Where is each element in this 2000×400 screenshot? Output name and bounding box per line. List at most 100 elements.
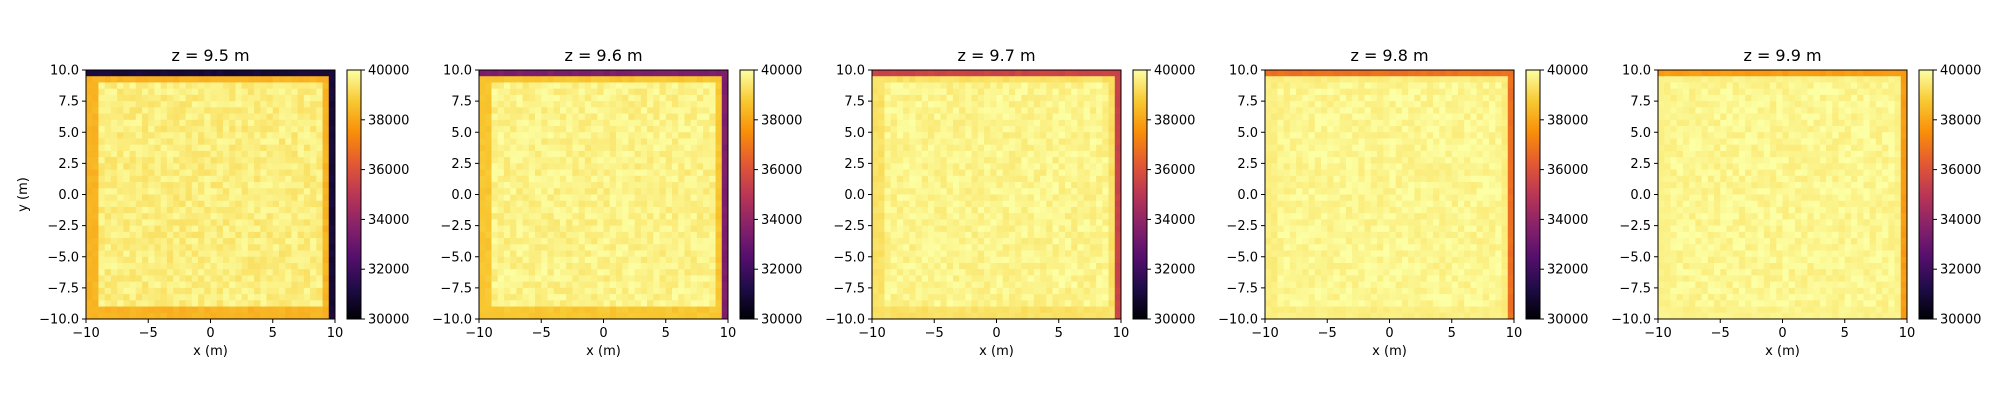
heatmap-cell bbox=[479, 238, 486, 245]
heatmap-cell bbox=[179, 294, 187, 301]
heatmap-cell bbox=[1027, 76, 1035, 83]
heatmap-cell bbox=[591, 231, 598, 239]
heatmap-cell bbox=[198, 300, 205, 307]
heatmap-cell bbox=[98, 287, 106, 295]
heatmap-cell bbox=[328, 70, 336, 77]
heatmap-cell bbox=[878, 244, 885, 251]
heatmap-cell bbox=[915, 138, 923, 146]
heatmap-cell bbox=[297, 238, 305, 245]
heatmap-cell bbox=[1052, 113, 1060, 121]
heatmap-cell bbox=[185, 126, 193, 133]
heatmap-cell bbox=[310, 312, 317, 320]
heatmap-cell bbox=[996, 294, 1004, 301]
heatmap-cell bbox=[1114, 94, 1122, 102]
heatmap-cell bbox=[647, 206, 654, 214]
heatmap-cell bbox=[1052, 94, 1060, 102]
heatmap-cell bbox=[977, 119, 985, 127]
heatmap-cell bbox=[622, 70, 629, 77]
heatmap-cell bbox=[497, 244, 505, 251]
heatmap-cell bbox=[204, 225, 211, 233]
heatmap-cell bbox=[1052, 256, 1060, 264]
heatmap-cell bbox=[1083, 225, 1091, 233]
heatmap-cell bbox=[285, 169, 292, 177]
heatmap-cell bbox=[909, 294, 916, 301]
heatmap-cell bbox=[210, 206, 218, 214]
heatmap-cell bbox=[977, 256, 985, 264]
y-tick-label: −2.5 bbox=[47, 219, 79, 234]
heatmap-cell bbox=[1002, 262, 1010, 270]
heatmap-cell bbox=[310, 169, 317, 177]
heatmap-cell bbox=[266, 206, 274, 214]
heatmap-cell bbox=[328, 312, 336, 320]
heatmap-cell bbox=[671, 200, 679, 208]
heatmap-cell bbox=[328, 82, 336, 90]
heatmap-cell bbox=[198, 88, 205, 96]
heatmap-cell bbox=[977, 94, 985, 102]
heatmap-cell bbox=[640, 238, 648, 245]
heatmap-cell bbox=[622, 119, 629, 127]
heatmap-cell bbox=[952, 250, 960, 258]
heatmap-cell bbox=[272, 119, 280, 127]
heatmap-cell bbox=[541, 269, 548, 276]
heatmap-cell bbox=[591, 182, 598, 189]
heatmap-cell bbox=[591, 188, 598, 195]
heatmap-cell bbox=[117, 113, 124, 121]
heatmap-cell bbox=[715, 169, 723, 177]
heatmap-cell bbox=[272, 182, 280, 189]
heatmap-cell bbox=[640, 231, 648, 239]
heatmap-cell bbox=[142, 169, 149, 177]
heatmap-cell bbox=[104, 306, 112, 314]
heatmap-cell bbox=[254, 157, 261, 164]
heatmap-cell bbox=[179, 256, 187, 264]
heatmap-cell bbox=[572, 113, 580, 121]
heatmap-cell bbox=[1015, 169, 1022, 177]
heatmap-cell bbox=[316, 107, 323, 114]
heatmap-cell bbox=[191, 76, 199, 83]
heatmap-cell bbox=[1064, 206, 1072, 214]
heatmap-cell bbox=[1002, 269, 1010, 276]
colorbar-tick-label: 32000 bbox=[368, 263, 409, 278]
heatmap-cell bbox=[1015, 194, 1022, 202]
heatmap-cell bbox=[1040, 200, 1047, 208]
heatmap-cell bbox=[634, 94, 642, 102]
heatmap-cell bbox=[123, 306, 130, 314]
heatmap-cell bbox=[485, 244, 492, 251]
heatmap-cell bbox=[1002, 213, 1010, 220]
heatmap-cell bbox=[653, 132, 660, 139]
heatmap-cell bbox=[535, 70, 542, 77]
heatmap-cell bbox=[1064, 138, 1072, 146]
heatmap-cell bbox=[603, 169, 611, 177]
heatmap-cell bbox=[191, 250, 199, 258]
heatmap-cell bbox=[609, 144, 617, 152]
heatmap-cell bbox=[965, 88, 973, 96]
heatmap-cell bbox=[1052, 107, 1060, 114]
heatmap-cell bbox=[671, 300, 679, 307]
heatmap-cell bbox=[940, 306, 948, 314]
heatmap-cell bbox=[485, 250, 492, 258]
heatmap-cell bbox=[1321, 76, 1328, 83]
heatmap-cell bbox=[235, 219, 243, 227]
heatmap-cell bbox=[222, 119, 230, 127]
heatmap-cell bbox=[578, 256, 586, 264]
heatmap-cell bbox=[166, 244, 174, 251]
heatmap-cell bbox=[285, 113, 292, 121]
heatmap-cell bbox=[1058, 101, 1066, 108]
heatmap-cell bbox=[1033, 300, 1041, 307]
heatmap-cell bbox=[609, 262, 617, 270]
heatmap-cell bbox=[952, 119, 960, 127]
heatmap-cell bbox=[166, 287, 174, 295]
heatmap-cell bbox=[522, 269, 530, 276]
heatmap-cell bbox=[1033, 281, 1041, 289]
heatmap-cell bbox=[890, 200, 898, 208]
heatmap-cell bbox=[591, 200, 598, 208]
heatmap-cell bbox=[597, 225, 604, 233]
heatmap-cell bbox=[503, 163, 511, 171]
heatmap-cell bbox=[591, 225, 598, 233]
heatmap-cell bbox=[285, 138, 292, 146]
heatmap-cell bbox=[952, 231, 960, 239]
heatmap-cell bbox=[934, 194, 941, 202]
heatmap-cell bbox=[921, 82, 929, 90]
heatmap-cell bbox=[110, 188, 118, 195]
heatmap-cell bbox=[934, 169, 941, 177]
heatmap-cell bbox=[566, 82, 573, 90]
